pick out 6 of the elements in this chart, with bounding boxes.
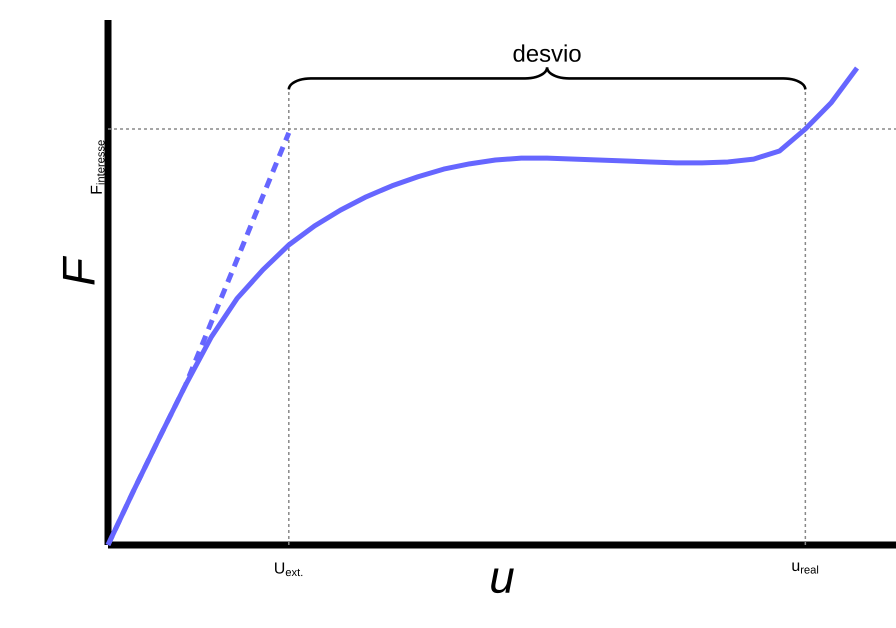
x-tick-label: u$_{real}$	[792, 562, 818, 574]
x-axis-title: u	[491, 568, 514, 594]
text: desvio	[514, 44, 581, 62]
y-axis-title: F	[62, 256, 94, 285]
x-tick-label: U$_{ext.}$	[275, 562, 302, 576]
ref-line-label: $\mathrm{F}_{\mathrm{interesse}}$	[90, 140, 104, 194]
